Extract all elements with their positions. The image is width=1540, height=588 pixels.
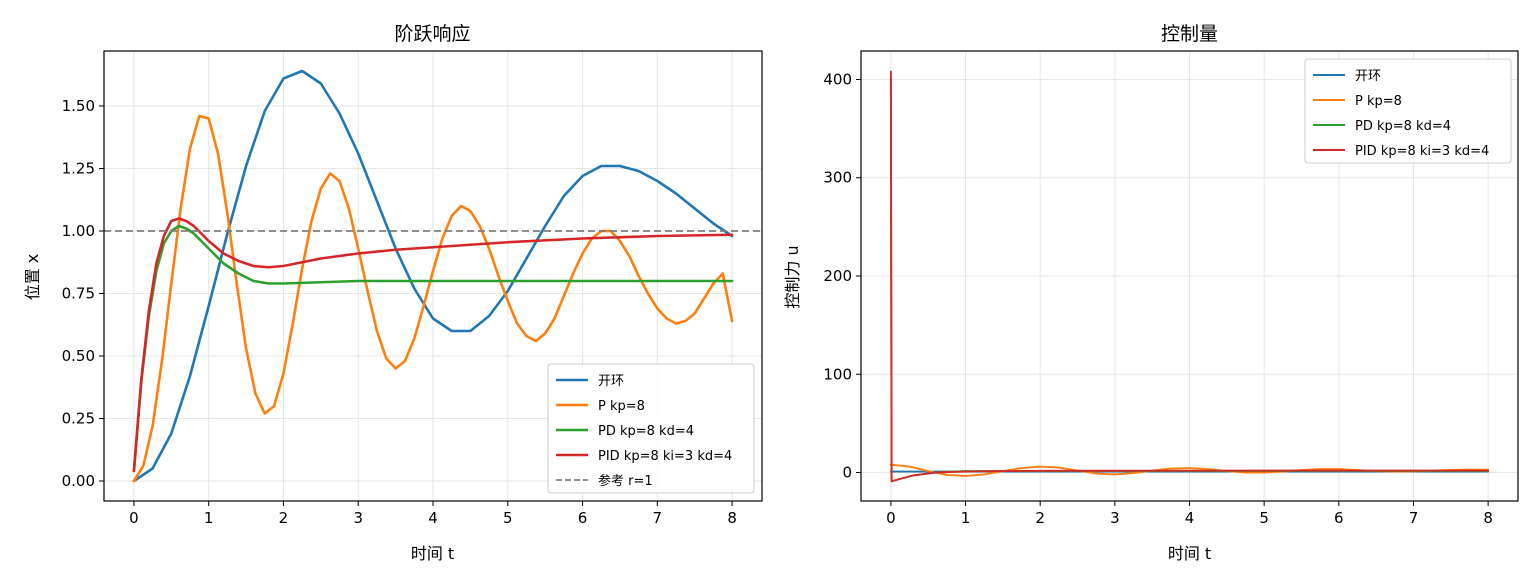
- legend-label-0: 开环: [598, 374, 624, 389]
- step-response-panel: 阶跃响应 0 1 2 3 4 5 6 7 8 0.00 0.25 0.50 0.75 1.00 1.25 1…: [23, 23, 763, 563]
- legend-label-4: 参考 r=1: [598, 473, 653, 489]
- chart-title: 阶跃响应: [394, 23, 470, 45]
- y-tick-label: 0: [842, 464, 852, 482]
- control-effort-panel: 控制量 0 1 2 3 4 5 6 7 8 0 100 200 300 400 时间 t 控制力 u 开…: [783, 23, 1519, 563]
- legend-box: [547, 363, 755, 494]
- series-lines: [104, 69, 762, 483]
- series-line-0: [132, 69, 734, 483]
- x-tick-label: 7: [653, 509, 663, 527]
- chart-title: 控制量: [1161, 23, 1218, 45]
- y-tick-label: 0.50: [62, 347, 95, 365]
- x-tick-label: 3: [1110, 509, 1120, 527]
- x-tick-label: 8: [1483, 509, 1493, 527]
- x-tick-label: 7: [1409, 509, 1419, 527]
- series-line-2: [132, 224, 734, 473]
- series-line-1: [132, 114, 734, 483]
- x-axis-ticks: 0 1 2 3 4 5 6 7 8: [129, 501, 737, 527]
- x-tick-label: 5: [503, 509, 513, 527]
- x-tick-label: 4: [1185, 509, 1195, 527]
- x-tick-label: 0: [886, 509, 896, 527]
- legend: 开环 P kp=8 PD kp=8 kd=4 PID kp=8 ki=3 kd=4: [1304, 58, 1512, 164]
- y-tick-label: 200: [823, 267, 852, 285]
- y-axis-label: 控制力 u: [783, 245, 802, 308]
- series-lines: [889, 70, 1490, 483]
- y-tick-label: 100: [823, 365, 852, 383]
- series-line-3: [889, 70, 1490, 483]
- y-axis-ticks: 0 100 200 300 400: [823, 70, 861, 482]
- legend-label-3: PID kp=8 ki=3 kd=4: [598, 449, 732, 464]
- x-tick-label: 1: [961, 509, 971, 527]
- x-axis-label: 时间 t: [1168, 544, 1211, 563]
- y-axis-label: 位置 x: [23, 254, 42, 301]
- y-tick-label: 1.50: [62, 97, 95, 115]
- y-tick-label: 0.25: [62, 410, 95, 428]
- series-line-3: [132, 217, 734, 473]
- legend-label-2: PD kp=8 kd=4: [598, 424, 694, 439]
- x-tick-label: 2: [279, 509, 289, 527]
- x-axis-ticks: 0 1 2 3 4 5 6 7 8: [886, 501, 1493, 527]
- y-tick-label: 0.00: [62, 472, 95, 490]
- x-axis-label: 时间 t: [411, 544, 454, 563]
- legend: 开环 P kp=8 PD kp=8 kd=4 PID kp=8 ki=3 kd=4 参考…: [547, 363, 755, 494]
- x-tick-label: 5: [1259, 509, 1269, 527]
- x-tick-label: 6: [578, 509, 588, 527]
- legend-label-1: P kp=8: [598, 399, 645, 414]
- legend-label-2: PD kp=8 kd=4: [1355, 119, 1451, 134]
- x-tick-label: 2: [1035, 509, 1045, 527]
- legend-label-3: PID kp=8 ki=3 kd=4: [1355, 144, 1489, 159]
- x-tick-label: 8: [727, 509, 737, 527]
- x-tick-label: 0: [129, 509, 139, 527]
- y-axis-ticks: 0.00 0.25 0.50 0.75 1.00 1.25 1.50: [62, 97, 104, 490]
- x-tick-label: 6: [1334, 509, 1344, 527]
- y-tick-label: 300: [823, 169, 852, 187]
- y-tick-label: 0.75: [62, 285, 95, 303]
- legend-label-1: P kp=8: [1355, 94, 1402, 109]
- legend-label-0: 开环: [1355, 69, 1381, 84]
- legend-box: [1304, 58, 1512, 164]
- x-tick-label: 4: [428, 509, 438, 527]
- y-tick-label: 400: [823, 70, 852, 88]
- y-tick-label: 1.00: [62, 222, 95, 240]
- x-tick-label: 1: [204, 509, 214, 527]
- x-tick-label: 3: [353, 509, 363, 527]
- y-tick-label: 1.25: [62, 160, 95, 178]
